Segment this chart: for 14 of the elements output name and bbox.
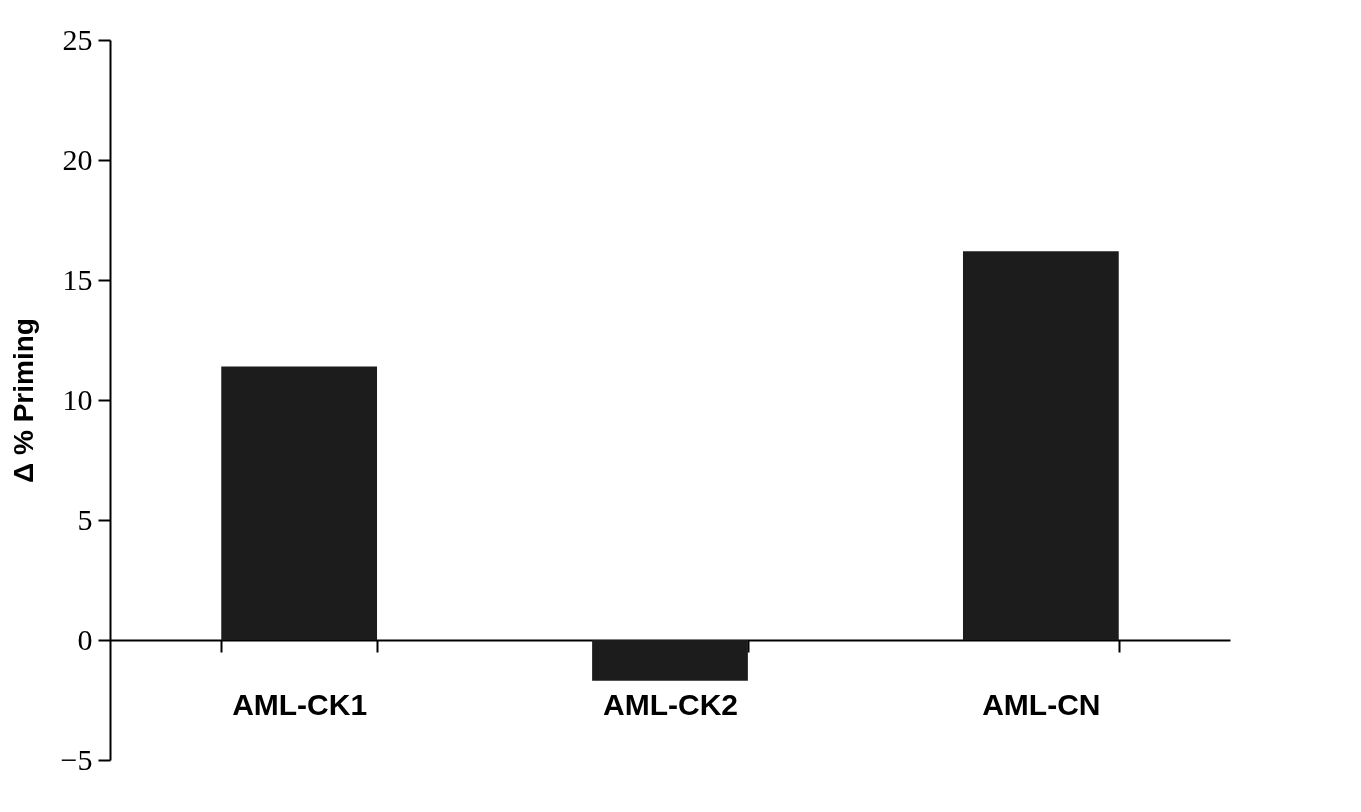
y-tick-label: −5 [60,742,93,776]
y-tick-label: 15 [62,262,93,296]
y-tick-label: 25 [62,22,93,56]
x-tick-label: AML-CK1 [232,687,368,721]
bar [221,366,378,640]
y-tick-label: 0 [77,622,93,656]
y-tick-label: 20 [62,142,93,176]
bar [962,251,1119,640]
y-axis-title: Δ % Priming [7,318,39,483]
x-tick-label: AML-CK2 [603,687,738,721]
y-tick-label: 10 [62,382,93,416]
y-tick-label: 5 [77,502,93,536]
bar [592,640,748,681]
x-tick-label: AML-CN [982,687,1101,721]
